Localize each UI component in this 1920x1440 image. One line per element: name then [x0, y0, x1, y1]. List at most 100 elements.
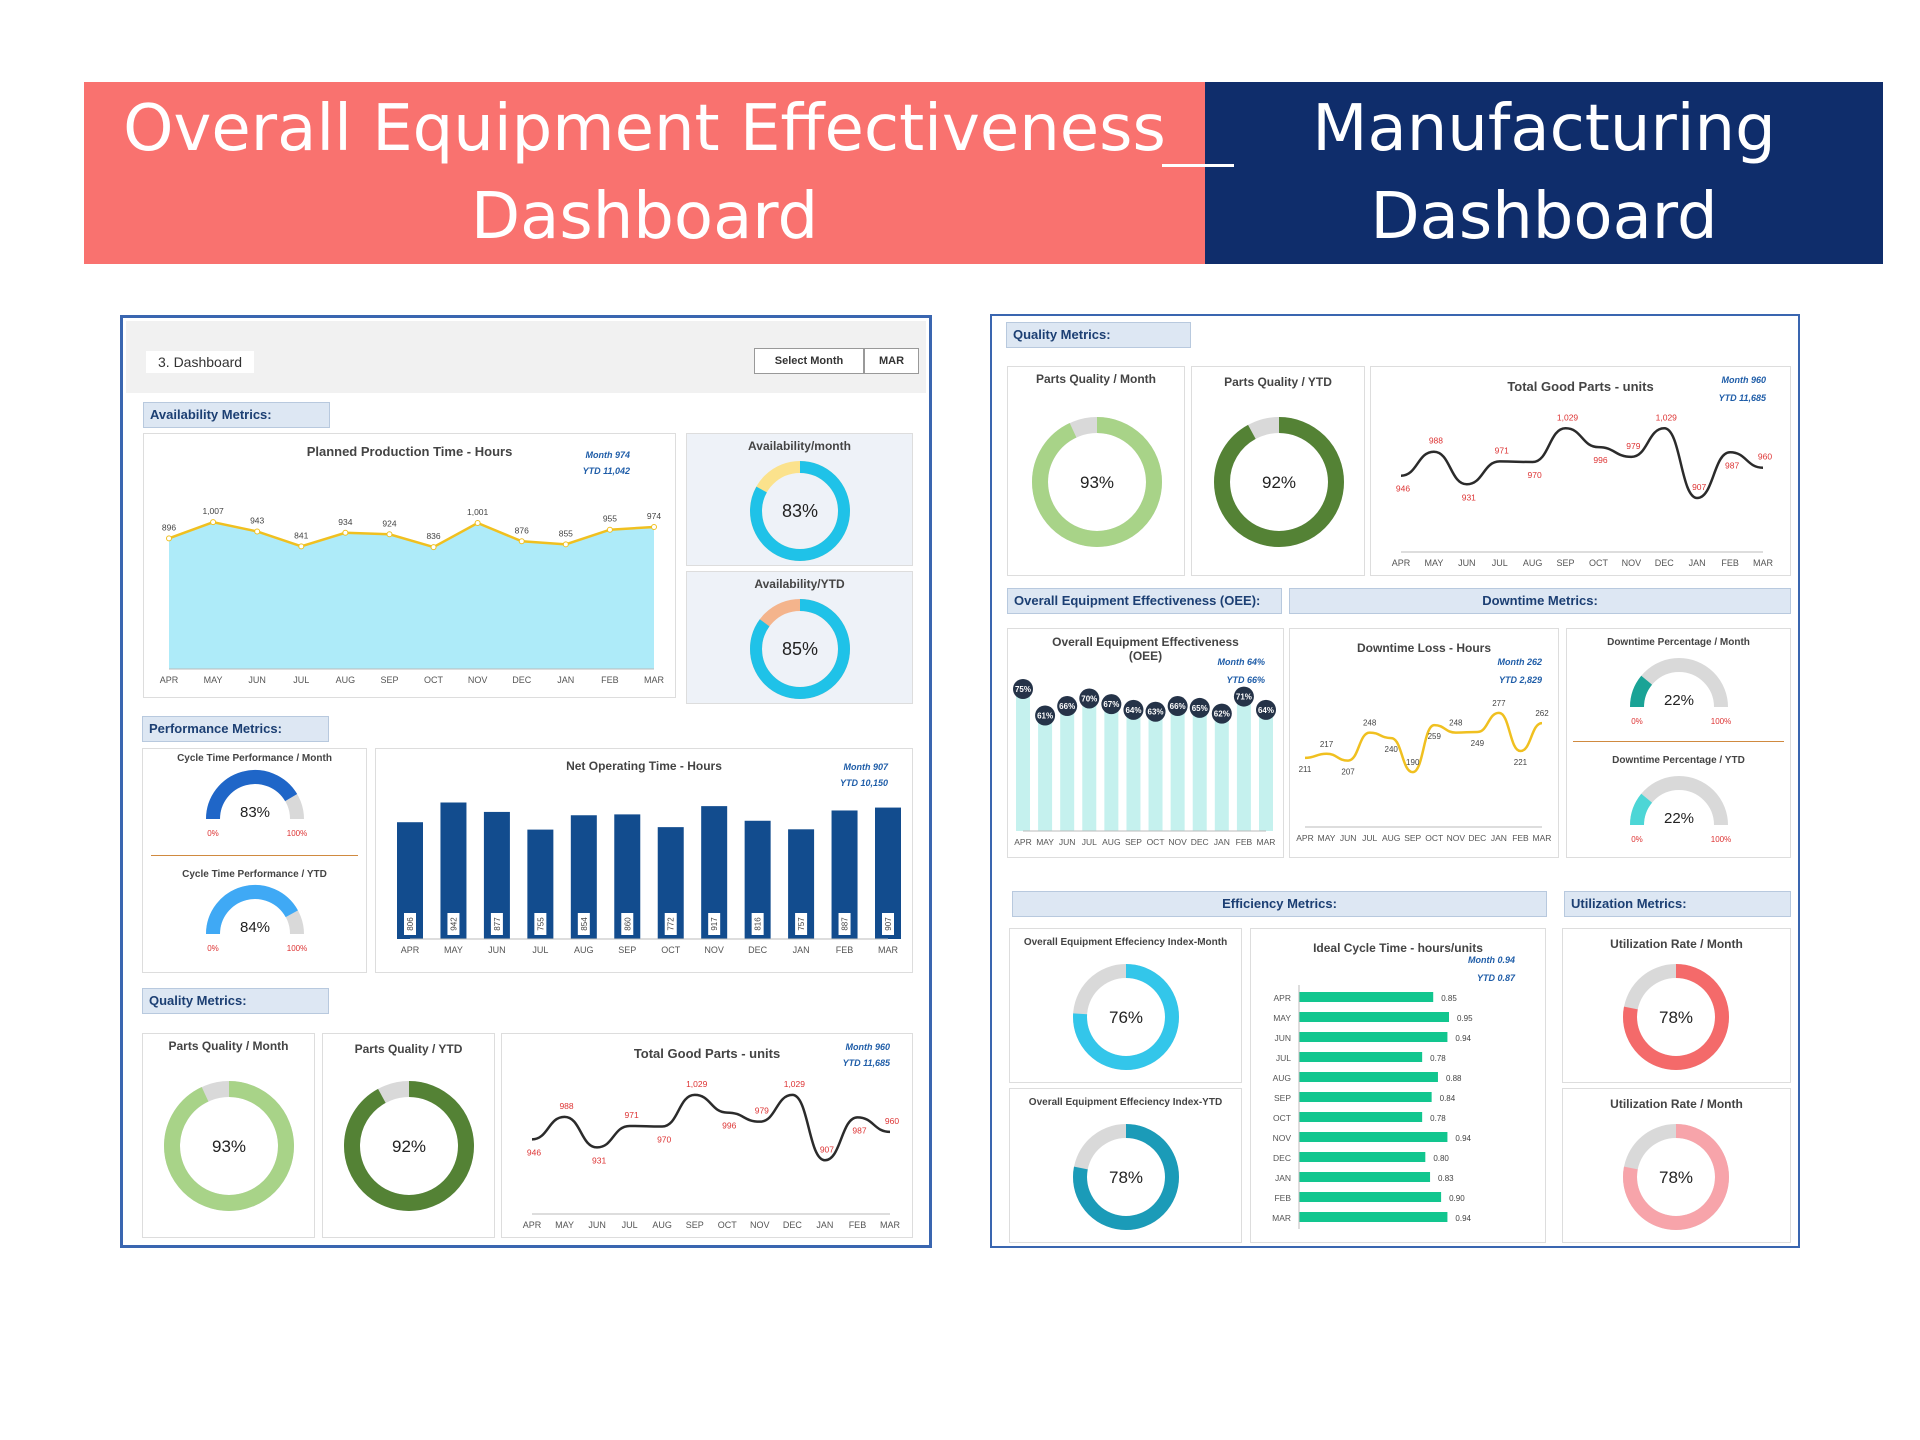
- data-label: 971: [625, 1110, 639, 1120]
- data-label: 931: [1462, 492, 1476, 502]
- x-tick-label: MAY: [555, 1220, 574, 1230]
- x-tick-label: APR: [523, 1220, 542, 1230]
- x-tick-label: AUG: [336, 675, 356, 685]
- x-tick-label: SEP: [1557, 558, 1575, 568]
- pq-month-donut: 93%: [164, 1081, 294, 1211]
- data-label: 896: [162, 522, 176, 532]
- x-tick-label: JUL: [1082, 837, 1097, 847]
- gauge-fill: [1630, 675, 1653, 708]
- x-tick-label: NOV: [1168, 837, 1187, 847]
- data-label: 970: [1528, 470, 1542, 480]
- oee-bubble: [1013, 679, 1033, 699]
- oee-month: Month 64%: [1217, 657, 1265, 667]
- data-label: 836: [426, 531, 440, 541]
- bar-label-bg: [404, 913, 416, 935]
- x-tick-label: FEB: [849, 1220, 867, 1230]
- donut-fill: [344, 1081, 474, 1211]
- x-tick-label: MAR: [880, 1220, 901, 1230]
- data-label: 943: [250, 515, 264, 525]
- x-tick-label: DEC: [1655, 558, 1675, 568]
- oee-bar: [1016, 689, 1030, 831]
- data-label: 0.84: [1440, 1094, 1456, 1103]
- donut-fill: [750, 461, 850, 561]
- oee-bubble: [1256, 699, 1276, 720]
- data-label: 0.88: [1446, 1074, 1462, 1083]
- gauge-max: 100%: [1711, 717, 1731, 726]
- oee-bubble: [1035, 705, 1056, 726]
- x-tick-label: OCT: [424, 675, 444, 685]
- data-label: 907: [1692, 482, 1706, 492]
- dt-month-title: Downtime Percentage / Month: [1607, 637, 1750, 648]
- bar-label-bg: [664, 913, 677, 935]
- availability-month-title: Availability/month: [748, 439, 851, 453]
- donut-label: 78%: [1109, 1168, 1143, 1187]
- bar-label-bg: [621, 913, 634, 935]
- donut-fill: [1073, 1124, 1179, 1230]
- util-month2-title: Utilization Rate / Month: [1610, 1097, 1743, 1111]
- ct-divider: [151, 855, 358, 856]
- ideal-bar: [1299, 1112, 1423, 1122]
- oee-bubble: [1079, 688, 1100, 709]
- x-tick-label: DEC: [1468, 833, 1486, 843]
- data-label: 0.90: [1449, 1194, 1465, 1203]
- gauge-max: 100%: [287, 944, 307, 953]
- y-tick-label: DEC: [1273, 1153, 1291, 1163]
- oee-bar: [1192, 707, 1207, 831]
- area-point: [562, 541, 569, 548]
- donut-label: 93%: [1080, 473, 1114, 492]
- gauge-max: 100%: [287, 829, 307, 838]
- right-dashboard: Quality Metrics: Parts Quality / Month 9…: [990, 314, 1800, 1248]
- x-tick-label: JAN: [793, 945, 810, 955]
- r-oee-section-label: Overall Equipment Effectiveness (OEE):: [1007, 588, 1282, 614]
- x-tick-label: APR: [160, 675, 179, 685]
- x-tick-label: JUN: [1059, 837, 1076, 847]
- x-tick-label: MAR: [1753, 558, 1774, 568]
- r-pq-ytd-panel: Parts Quality / YTD 92%: [1191, 366, 1365, 576]
- top-bar: 3. Dashboard Select Month MAR: [126, 321, 926, 393]
- oee-bubble: [1145, 701, 1166, 722]
- donut-fill: [164, 1081, 294, 1211]
- data-label: 996: [1593, 455, 1607, 465]
- ideal-bar: [1299, 1032, 1448, 1042]
- x-tick-label: APR: [1014, 837, 1031, 847]
- data-label: 249: [1471, 739, 1485, 748]
- donut-label: 92%: [392, 1137, 426, 1156]
- x-tick-label: AUG: [652, 1220, 672, 1230]
- data-label: 0.94: [1455, 1134, 1471, 1143]
- area-point: [474, 520, 481, 527]
- data-label: 757: [797, 917, 806, 931]
- y-tick-label: OCT: [1273, 1113, 1291, 1123]
- data-label: 248: [1449, 719, 1463, 728]
- select-month-button[interactable]: Select Month: [754, 348, 864, 374]
- availability-ytd-panel: Availability/YTD 85%: [686, 571, 913, 704]
- data-label: 70%: [1081, 694, 1097, 703]
- x-tick-label: SEP: [1404, 833, 1421, 843]
- header-left: Overall Equipment Effectiveness Dashboar…: [84, 82, 1205, 264]
- gauge-label: 84%: [240, 919, 270, 936]
- x-tick-label: MAY: [1318, 833, 1336, 843]
- ideal-bar: [1299, 1072, 1438, 1082]
- x-tick-label: AUG: [1523, 558, 1543, 568]
- data-label: 988: [559, 1101, 573, 1111]
- planned-ytd: YTD 11,042: [582, 466, 630, 476]
- oee-bar-chart: 75% 61% 66% 70% 67% 64% 63% 66% 65% 62% 71% 64% APR M…: [1013, 679, 1276, 847]
- month-select[interactable]: MAR: [864, 348, 919, 374]
- planned-title: Planned Production Time - Hours: [306, 444, 513, 459]
- availability-ytd-donut: 85%: [750, 599, 850, 699]
- oee-bar: [1259, 709, 1273, 831]
- availability-section-label: Availability Metrics:: [143, 402, 330, 428]
- r-good-title: Total Good Parts - units: [1507, 379, 1654, 394]
- data-label: 755: [536, 917, 545, 931]
- x-tick-label: MAY: [204, 675, 223, 685]
- donut-label: 78%: [1659, 1168, 1693, 1187]
- ideal-bar: [1299, 1052, 1423, 1062]
- oee-bubble: [1233, 686, 1254, 707]
- y-tick-label: MAR: [1272, 1213, 1291, 1223]
- x-tick-label: OCT: [1425, 833, 1443, 843]
- data-label: 64%: [1125, 706, 1141, 715]
- util-month2-donut: 78%: [1623, 1124, 1729, 1230]
- area-point: [386, 531, 393, 538]
- oee-bar: [1214, 713, 1229, 831]
- data-label: 841: [294, 530, 308, 540]
- oee-bubble: [1057, 696, 1078, 717]
